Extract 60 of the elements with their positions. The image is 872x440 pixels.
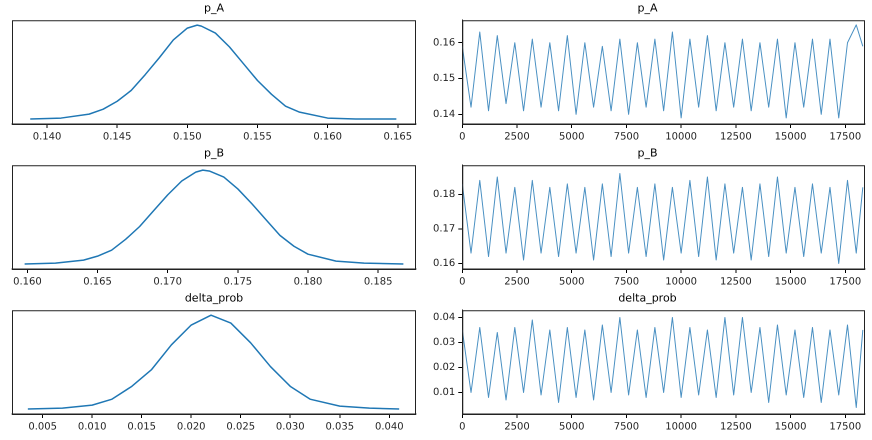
- x-tick-label: 7500: [614, 422, 640, 433]
- chart-title: delta_prob: [618, 291, 677, 304]
- y-tick-label: 0.01: [433, 387, 456, 398]
- x-tick-label: 0.010: [78, 422, 107, 433]
- x-tick-label: 0.025: [226, 422, 256, 433]
- x-tick-label: 0.015: [127, 422, 156, 433]
- x-tick-label: 0.005: [28, 422, 58, 433]
- x-tick-label: 0.020: [176, 422, 206, 433]
- y-tick-label: 0.17: [433, 223, 456, 234]
- chart-title: p_B: [204, 146, 224, 160]
- x-tick-label: 17500: [829, 132, 862, 143]
- x-tick-label: 0.185: [364, 276, 392, 288]
- x-tick-label: 2500: [504, 132, 530, 143]
- y-tick-label: 0.03: [433, 337, 456, 348]
- x-tick-label: 0.175: [224, 276, 252, 288]
- x-tick-label: 2500: [504, 276, 530, 288]
- x-tick-label: 0.155: [243, 132, 272, 143]
- x-tick-label: 15000: [774, 132, 806, 143]
- x-tick-label: 0.030: [276, 422, 305, 433]
- x-tick-label: 0.160: [13, 276, 42, 288]
- x-tick-label: 5000: [558, 422, 584, 433]
- x-tick-label: 10000: [665, 422, 698, 433]
- chart-title: p_A: [637, 1, 658, 14]
- x-tick-label: 2500: [504, 422, 530, 433]
- chart-title: p_A: [204, 1, 224, 14]
- y-tick-label: 0.14: [433, 108, 456, 120]
- x-tick-label: 7500: [614, 132, 640, 143]
- x-tick-label: 0: [459, 422, 466, 433]
- chart-title: delta_prob: [184, 291, 244, 304]
- x-tick-label: 0.145: [102, 132, 132, 143]
- x-tick-label: 10000: [665, 132, 698, 143]
- x-tick-label: 17500: [829, 422, 862, 433]
- x-tick-label: 15000: [774, 422, 806, 433]
- chart-title: p_B: [637, 146, 658, 160]
- x-tick-label: 0: [459, 132, 466, 143]
- y-tick-label: 0.04: [433, 312, 456, 324]
- x-tick-label: 12500: [720, 132, 752, 143]
- y-tick-label: 0.15: [433, 73, 456, 84]
- x-tick-label: 0.170: [153, 276, 182, 288]
- x-tick-label: 0.165: [383, 132, 412, 143]
- x-tick-label: 5000: [558, 132, 584, 143]
- x-tick-label: 5000: [558, 276, 584, 288]
- x-tick-label: 0.165: [83, 276, 112, 288]
- x-tick-label: 0.150: [173, 132, 202, 143]
- x-tick-label: 0.160: [313, 132, 342, 143]
- x-tick-label: 15000: [774, 276, 806, 288]
- y-tick-label: 0.02: [433, 362, 456, 374]
- x-tick-label: 12500: [720, 276, 752, 288]
- x-tick-label: 7500: [614, 276, 640, 288]
- x-tick-label: 0.040: [374, 422, 404, 433]
- y-tick-label: 0.16: [433, 258, 456, 270]
- x-tick-label: 12500: [720, 422, 752, 433]
- x-tick-label: 0: [459, 276, 466, 288]
- y-tick-label: 0.16: [433, 37, 456, 48]
- y-tick-label: 0.18: [433, 188, 456, 200]
- x-tick-label: 0.180: [294, 276, 322, 288]
- x-tick-label: 0.035: [325, 422, 354, 433]
- x-tick-label: 10000: [665, 276, 698, 288]
- x-tick-label: 17500: [829, 276, 862, 288]
- x-tick-label: 0.140: [32, 132, 62, 143]
